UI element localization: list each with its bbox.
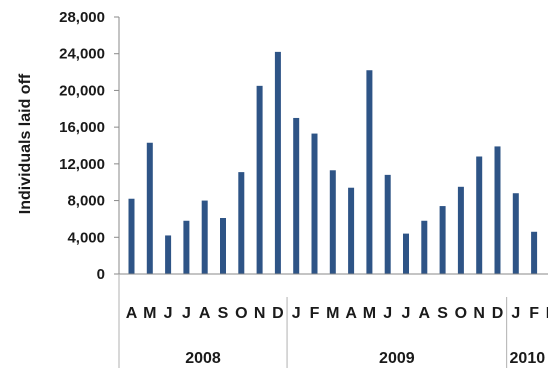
y-tick-label: 20,000: [59, 82, 105, 99]
y-axis-title: Individuals laid off: [17, 73, 34, 214]
bar: [128, 198, 135, 274]
month-label: M: [546, 305, 548, 322]
bar: [366, 70, 373, 275]
month-label: D: [272, 305, 284, 322]
year-label: 2008: [185, 350, 221, 367]
month-label: O: [235, 305, 247, 322]
bar: [201, 200, 208, 274]
month-label: F: [310, 305, 320, 322]
bar: [476, 156, 483, 274]
bar: [165, 235, 172, 274]
year-label: 2009: [379, 350, 415, 367]
month-label: J: [511, 305, 520, 322]
month-label: J: [292, 305, 301, 322]
y-tick-label: 0: [97, 266, 105, 283]
bar: [531, 231, 538, 274]
bar: [293, 117, 300, 275]
month-label: A: [345, 305, 357, 322]
month-label: J: [164, 305, 173, 322]
bar: [348, 187, 355, 274]
month-label: O: [455, 305, 467, 322]
month-label: A: [126, 305, 138, 322]
bar: [457, 186, 464, 274]
bar: [146, 142, 153, 274]
month-label: S: [218, 305, 229, 322]
x-axis: AMJJASONDJFMAMJJASONDJFM200820092010: [118, 273, 548, 368]
bar: [256, 85, 263, 274]
month-label: M: [143, 305, 156, 322]
y-axis: 0 4,000 8,000 12,000 16,000 20,000 24,000 28,00…: [59, 9, 120, 283]
y-tick-label: 4,000: [67, 229, 105, 246]
y-tick-label: 16,000: [59, 119, 105, 136]
month-label: M: [363, 305, 376, 322]
bar: [274, 51, 281, 274]
month-label: A: [419, 305, 431, 322]
bar: [238, 172, 245, 274]
bar: [512, 193, 519, 274]
bar: [220, 218, 226, 274]
month-label: J: [383, 305, 392, 322]
month-label: J: [402, 305, 411, 322]
bar: [421, 220, 428, 274]
month-label: M: [326, 305, 339, 322]
y-tick-label: 28,000: [59, 9, 105, 26]
bar: [439, 206, 446, 274]
bar: [494, 146, 501, 274]
bar: [384, 174, 391, 274]
y-tick-label: 12,000: [59, 156, 105, 173]
y-tick-label: 8,000: [67, 193, 105, 210]
y-tick-label: 24,000: [59, 46, 105, 63]
bar: [403, 233, 409, 274]
month-label: N: [473, 305, 485, 322]
month-label: S: [437, 305, 448, 322]
bar: [311, 133, 318, 274]
month-label: A: [199, 305, 211, 322]
month-label: J: [182, 305, 191, 322]
month-label: N: [254, 305, 266, 322]
month-label: F: [529, 305, 539, 322]
bar: [183, 220, 190, 274]
year-label: 2010: [510, 350, 546, 367]
month-label: D: [492, 305, 504, 322]
bar: [329, 170, 336, 274]
bars-group: [128, 51, 538, 275]
